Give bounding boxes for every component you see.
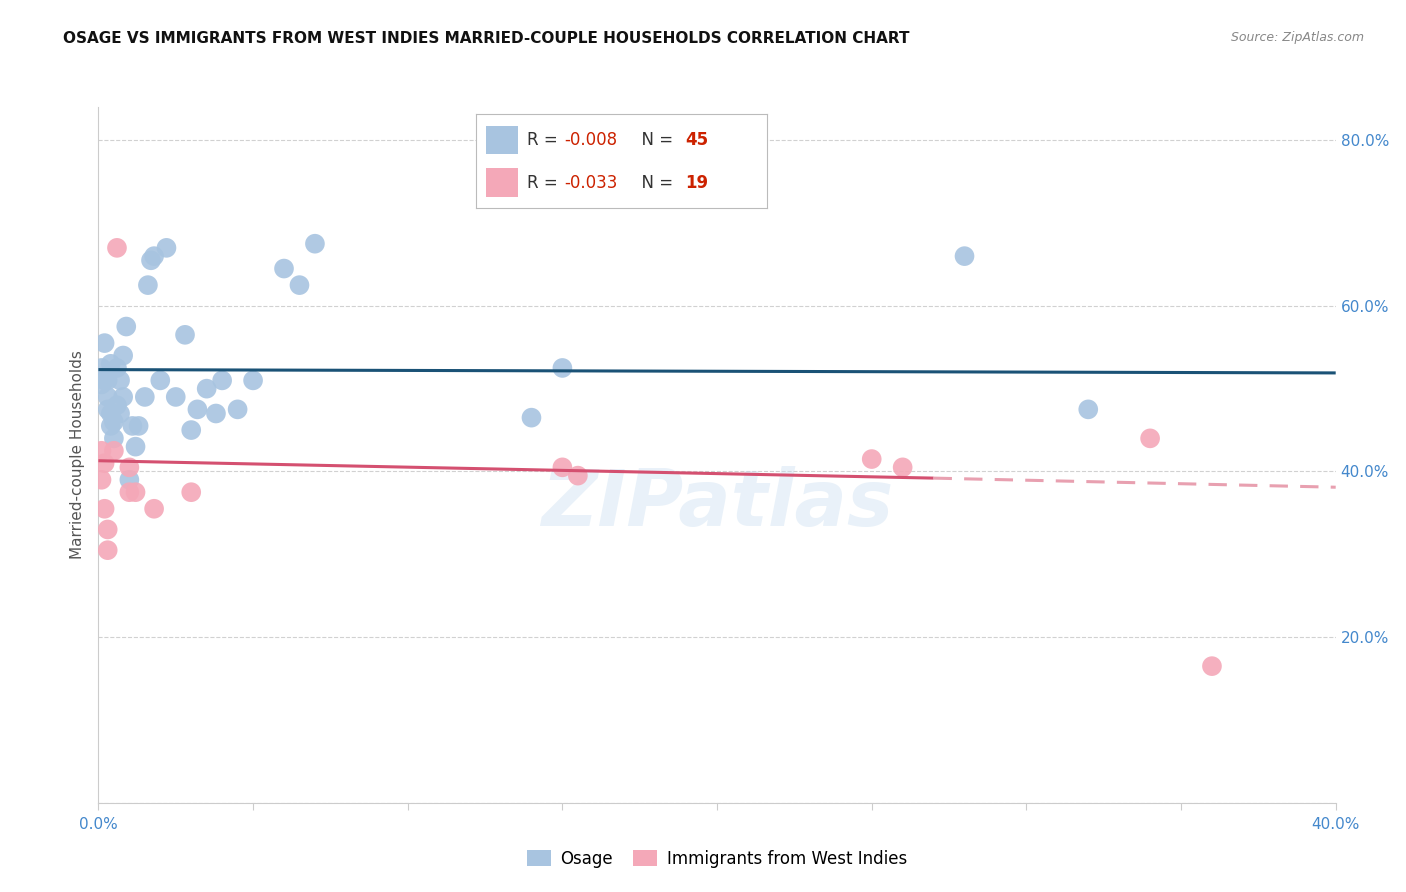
Point (180, 485, 202, 500)
Point (134, 390, 156, 404)
Point (304, 236, 326, 251)
Point (186, 402, 208, 417)
Point (93, 501, 115, 516)
Point (273, 261, 295, 276)
Point (124, 485, 146, 500)
Point (211, 373, 233, 387)
Point (860, 452, 883, 467)
Point (205, 407, 228, 421)
Point (551, 460, 574, 475)
Point (100, 357, 122, 371)
Point (226, 402, 249, 417)
Point (97, 390, 120, 404)
Point (112, 349, 135, 363)
Point (105, 361, 128, 376)
Point (105, 241, 128, 255)
Point (1139, 431, 1161, 445)
Point (118, 473, 141, 487)
Point (551, 361, 574, 376)
Point (143, 249, 166, 263)
Legend: Osage, Immigrants from West Indies: Osage, Immigrants from West Indies (520, 843, 914, 874)
Point (121, 419, 143, 434)
Point (288, 278, 311, 293)
Point (103, 415, 125, 429)
Point (90, 473, 112, 487)
Point (953, 249, 976, 263)
Point (100, 419, 122, 434)
Point (180, 423, 202, 437)
Y-axis label: Married-couple Households: Married-couple Households (70, 351, 86, 559)
Text: ZIPatlas: ZIPatlas (541, 466, 893, 541)
Point (174, 327, 197, 342)
Point (242, 373, 264, 387)
Point (118, 485, 141, 500)
Point (124, 440, 146, 454)
Point (118, 460, 141, 475)
Point (108, 407, 131, 421)
Point (108, 373, 131, 387)
Point (90, 377, 112, 392)
Text: OSAGE VS IMMIGRANTS FROM WEST INDIES MARRIED-COUPLE HOUSEHOLDS CORRELATION CHART: OSAGE VS IMMIGRANTS FROM WEST INDIES MAR… (63, 31, 910, 46)
Point (93, 336, 115, 351)
Point (1201, 659, 1223, 673)
Point (195, 382, 218, 396)
Point (155, 241, 177, 255)
Point (1077, 402, 1099, 417)
Point (128, 419, 150, 434)
Point (97, 543, 120, 558)
Point (567, 468, 589, 483)
Point (143, 501, 166, 516)
Point (136, 278, 159, 293)
Point (112, 390, 135, 404)
Text: Source: ZipAtlas.com: Source: ZipAtlas.com (1230, 31, 1364, 45)
Point (149, 373, 172, 387)
Point (97, 523, 120, 537)
Point (891, 460, 914, 475)
Point (97, 402, 120, 417)
Point (520, 410, 543, 425)
Point (90, 361, 112, 376)
Point (100, 407, 122, 421)
Point (165, 390, 187, 404)
Point (139, 253, 162, 268)
Point (90, 443, 112, 458)
Point (105, 398, 128, 412)
Point (93, 456, 115, 470)
Point (103, 431, 125, 445)
Point (115, 319, 138, 334)
Point (97, 373, 120, 387)
Point (93, 373, 115, 387)
Point (103, 443, 125, 458)
